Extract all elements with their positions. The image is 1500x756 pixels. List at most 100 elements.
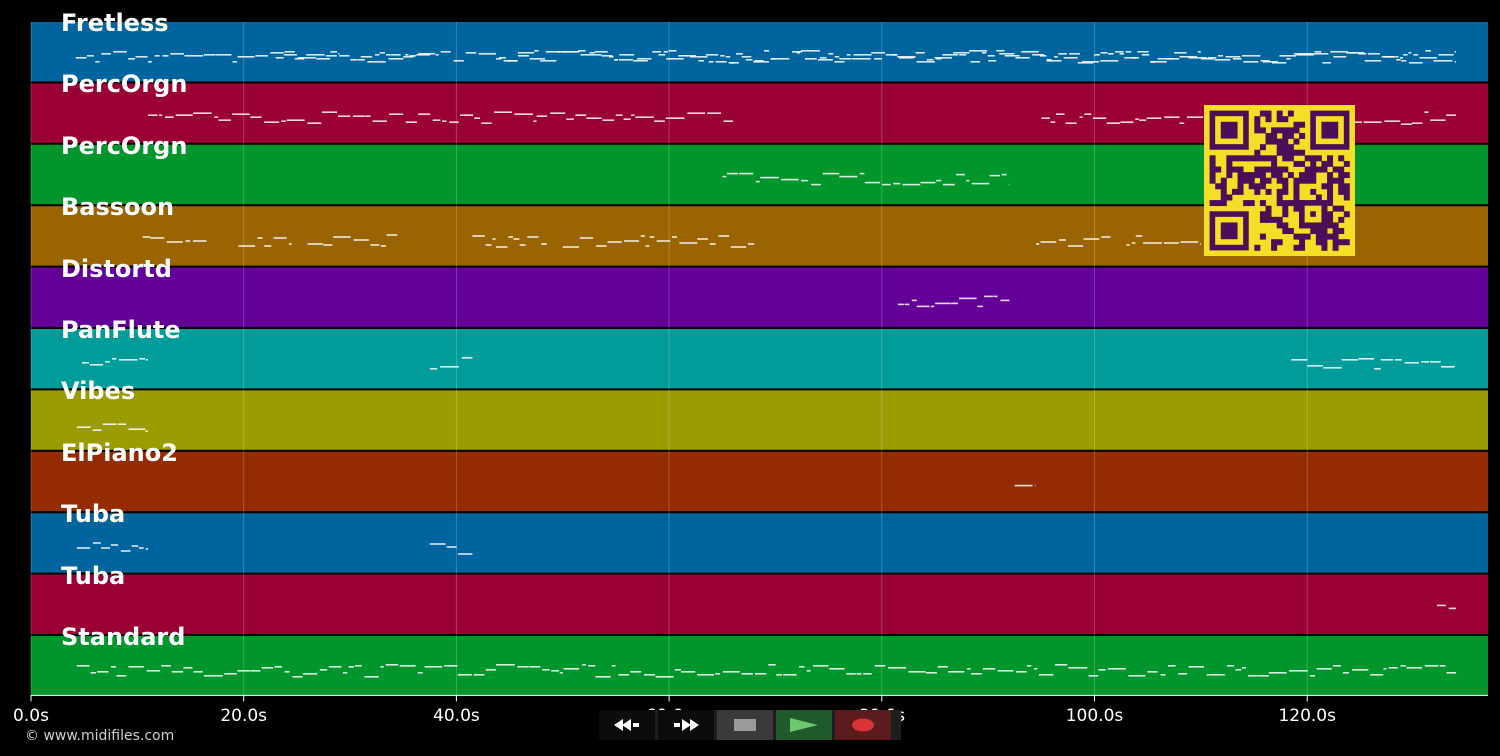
tick-label: 40.0s — [433, 706, 480, 726]
note — [586, 117, 602, 119]
track-label: ElPiano2 — [61, 438, 178, 467]
note — [284, 671, 290, 673]
note — [264, 121, 280, 123]
note — [128, 428, 146, 430]
note — [658, 54, 666, 56]
note — [562, 246, 580, 248]
note — [997, 670, 1014, 672]
note — [485, 669, 496, 671]
note — [893, 182, 901, 185]
note — [350, 59, 358, 61]
note — [715, 673, 721, 675]
tick-label: 120.0s — [1278, 706, 1336, 726]
note — [330, 51, 338, 53]
note — [846, 673, 856, 675]
track-notes — [1437, 604, 1456, 610]
note — [1015, 671, 1027, 673]
note — [705, 54, 719, 56]
note — [753, 61, 769, 63]
note — [89, 364, 104, 366]
note — [1288, 670, 1308, 672]
note — [1059, 239, 1066, 241]
note — [139, 358, 146, 360]
note — [596, 245, 607, 247]
note — [494, 111, 512, 113]
note — [161, 665, 171, 667]
note — [1100, 60, 1119, 62]
note — [283, 54, 297, 56]
note — [829, 668, 845, 670]
play-button[interactable] — [776, 710, 832, 740]
note — [781, 178, 799, 181]
note — [1015, 57, 1030, 59]
note — [668, 50, 677, 52]
note — [916, 305, 930, 308]
note — [1054, 56, 1058, 58]
note — [853, 54, 872, 56]
rewind-button[interactable] — [599, 710, 655, 740]
note — [856, 673, 862, 675]
note — [297, 57, 316, 59]
note — [1352, 669, 1369, 671]
note — [97, 671, 109, 673]
note — [796, 52, 800, 54]
note — [1135, 118, 1139, 120]
note — [722, 175, 727, 178]
track-label: PanFlute — [61, 316, 181, 344]
note — [444, 665, 458, 667]
note — [162, 55, 169, 57]
note — [418, 113, 431, 115]
note — [874, 58, 882, 60]
note — [1333, 56, 1347, 58]
note — [656, 240, 671, 242]
note — [1446, 672, 1457, 674]
note — [579, 237, 594, 239]
track-label: Distortd — [61, 254, 172, 283]
note — [529, 58, 546, 60]
track-band — [31, 513, 1488, 573]
note — [846, 54, 851, 56]
note — [540, 60, 557, 62]
note — [1291, 359, 1308, 361]
note — [1004, 55, 1020, 57]
note — [730, 246, 747, 248]
record-button[interactable] — [835, 710, 891, 740]
note — [971, 673, 982, 675]
stop-button[interactable] — [717, 710, 773, 740]
fast-forward-button[interactable] — [658, 710, 714, 740]
track-band — [31, 574, 1488, 634]
note — [328, 666, 342, 668]
note — [1332, 665, 1341, 667]
note — [771, 58, 776, 60]
note — [645, 245, 650, 247]
note — [1041, 117, 1050, 119]
note — [458, 553, 473, 555]
note — [284, 51, 295, 53]
note — [566, 118, 574, 120]
note — [292, 676, 303, 678]
note — [925, 672, 937, 674]
note — [1119, 53, 1124, 55]
note — [286, 119, 305, 121]
copyright-text: © www.midifiles.com — [25, 728, 175, 744]
note — [261, 667, 274, 669]
note — [183, 667, 193, 669]
note — [1214, 59, 1231, 61]
note — [391, 54, 401, 56]
note — [1370, 674, 1384, 676]
note — [142, 236, 151, 238]
note — [839, 58, 852, 60]
note — [1260, 60, 1270, 62]
note — [935, 302, 951, 305]
note — [589, 52, 595, 54]
note — [473, 674, 485, 676]
note — [527, 236, 539, 238]
rewind-icon — [614, 719, 639, 731]
note — [817, 59, 833, 61]
note — [481, 122, 492, 124]
note — [1363, 121, 1382, 123]
note — [935, 58, 942, 60]
note — [950, 302, 958, 305]
note — [708, 61, 714, 63]
